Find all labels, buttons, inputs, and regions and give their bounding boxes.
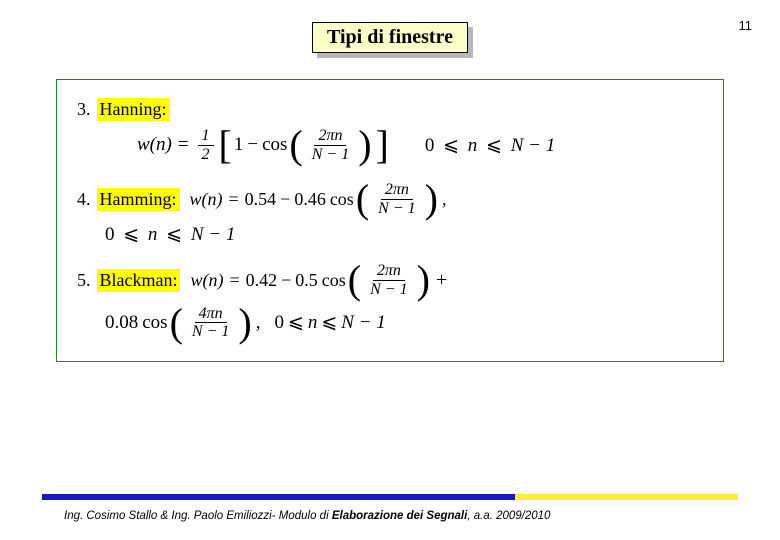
hanning-formula: w(n) = 1 2 [ 1 − cos ( 2πn N − 1 ) ] 0 ⩽…	[137, 127, 703, 163]
blackman-formula-1: w(n) = 0.42 − 0.5 cos ( 2πn N − 1 ) +	[190, 262, 451, 298]
footer-bar-yellow	[515, 494, 738, 500]
item-number: 3.	[77, 99, 91, 120]
content-box: 3. Hanning: w(n) = 1 2 [ 1 − cos ( 2πn N…	[56, 79, 724, 362]
item-name-highlight: Hamming:	[97, 188, 180, 211]
footer-divider	[42, 494, 738, 500]
hamming-range: 0 ⩽ n ⩽ N − 1	[105, 223, 703, 246]
item-hanning: 3. Hanning: w(n) = 1 2 [ 1 − cos ( 2πn N…	[77, 98, 703, 163]
item-hamming: 4. Hamming: w(n) = 0.54 − 0.46 cos ( 2πn…	[77, 181, 703, 246]
hamming-formula: w(n) = 0.54 − 0.46 cos ( 2πn N − 1 ) ,	[190, 181, 451, 217]
footer-text: Ing. Cosimo Stallo & Ing. Paolo Emiliozz…	[64, 510, 550, 522]
item-blackman: 5. Blackman: w(n) = 0.42 − 0.5 cos ( 2πn…	[77, 262, 703, 340]
footer-bar-blue	[42, 494, 515, 500]
page-title: Tipi di finestre	[312, 22, 468, 53]
item-number: 4.	[77, 189, 91, 210]
item-name-highlight: Blackman:	[97, 269, 181, 292]
page-number: 11	[739, 18, 753, 33]
item-number: 5.	[77, 270, 91, 291]
item-name-highlight: Hanning:	[97, 98, 170, 121]
title-container: Tipi di finestre	[0, 0, 780, 53]
blackman-formula-2: 0.08 cos ( 4πn N − 1 ) , 0 ⩽ n ⩽ N − 1	[105, 305, 703, 341]
